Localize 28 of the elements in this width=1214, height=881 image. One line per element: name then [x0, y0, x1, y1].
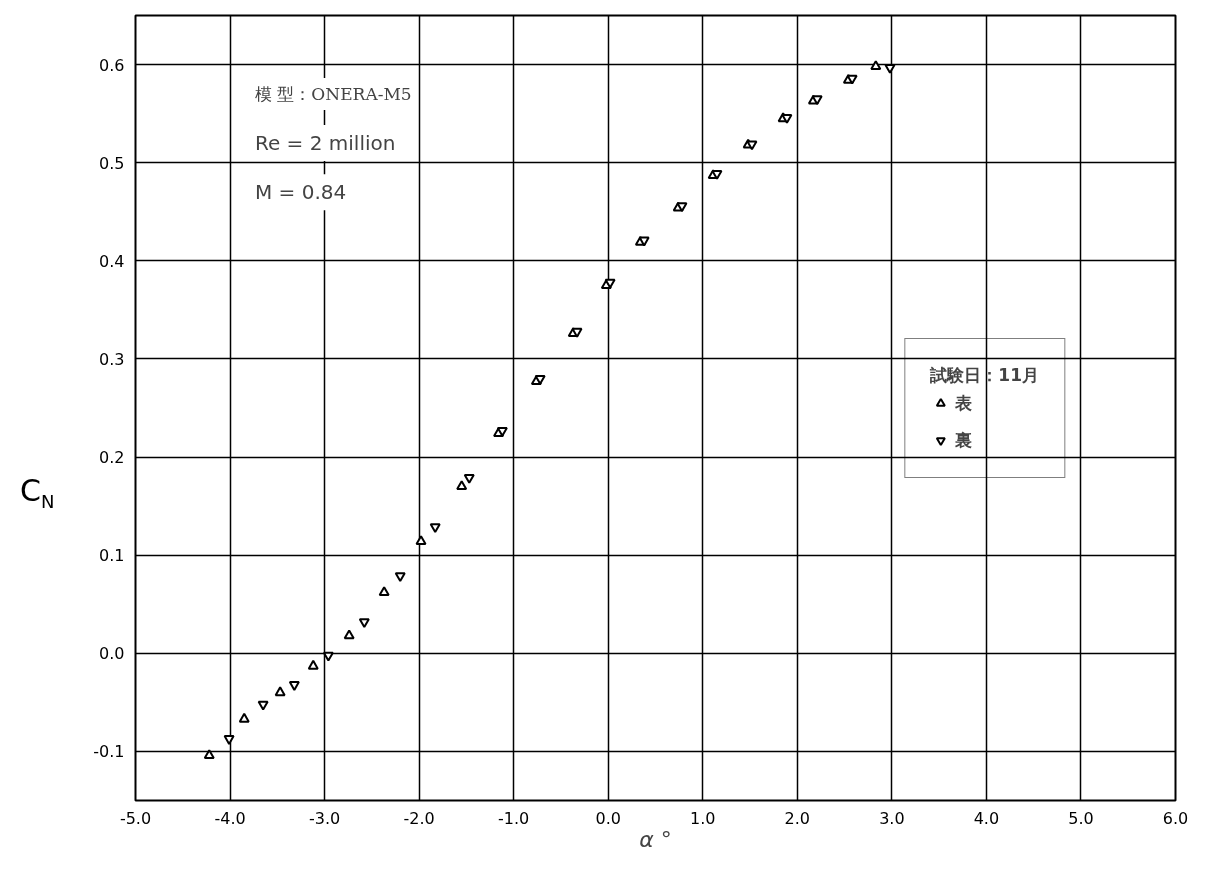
x-tick-label: 1.0: [690, 808, 716, 828]
x-tick-label: -1.0: [498, 808, 530, 828]
x-tick-label: 4.0: [973, 808, 1000, 828]
y-tick-label: -0.1: [93, 742, 125, 762]
x-tick-label: -3.0: [308, 808, 341, 828]
y-tick-label: 0.6: [99, 55, 125, 75]
legend-title: 試験日：11月: [930, 363, 1039, 387]
x-tick-label: -4.0: [214, 808, 246, 828]
y-tick-label: 0.5: [99, 153, 125, 173]
annotation: Re = 2 million: [254, 131, 396, 156]
x-tick-label: -2.0: [403, 808, 435, 828]
y-tick-label: 0.2: [99, 448, 125, 468]
legend-label: 表: [955, 391, 974, 415]
y-tick-label: 0.4: [99, 251, 125, 271]
x-tick-label: 2.0: [784, 808, 811, 828]
x-tick-label: -5.0: [119, 808, 152, 828]
y-axis-title: C$_{N}$: [20, 473, 55, 512]
annotation: 模 型：ONERA-M5: [254, 84, 412, 104]
legend-label: 裏: [955, 428, 974, 452]
y-tick-label: 0.3: [99, 349, 125, 369]
annotation: M = 0.84: [254, 180, 347, 205]
x-tick-label: 5.0: [1068, 808, 1094, 828]
x-tick-label: 3.0: [879, 808, 905, 828]
x-axis-title: α °: [639, 826, 672, 852]
y-tick-label: 0.0: [99, 644, 125, 664]
x-tick-label: 0.0: [595, 808, 621, 828]
x-tick-label: 6.0: [1162, 808, 1189, 828]
y-tick-label: 0.1: [99, 546, 125, 566]
